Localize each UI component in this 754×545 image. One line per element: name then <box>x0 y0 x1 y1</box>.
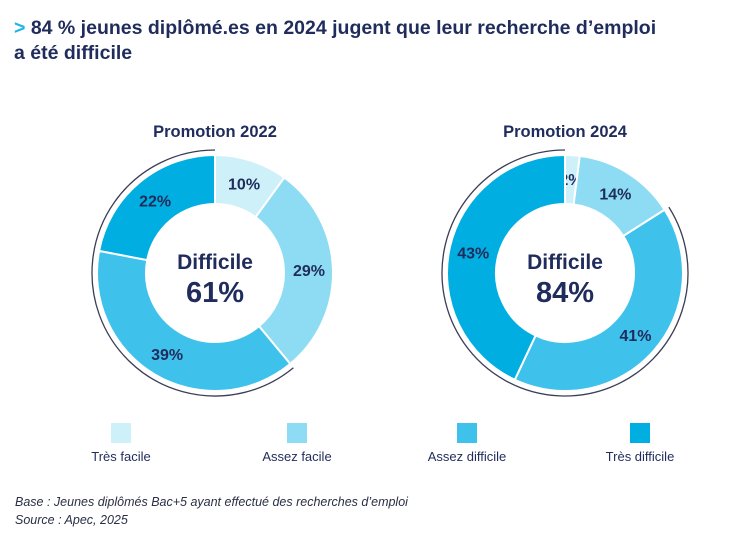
legend-label: Très difficile <box>606 449 675 464</box>
slice-value-label: 41% <box>619 328 651 345</box>
legend-item-assez-facile: Assez facile <box>262 423 332 464</box>
legend-item-tres-difficile: Très difficile <box>606 423 675 464</box>
legend-swatch <box>287 423 307 443</box>
donut-charts: Promotion 202210%29%39%22%Difficile61%Pr… <box>91 123 689 464</box>
center-value: 61% <box>186 277 244 309</box>
donut-slice-assez-facile <box>254 176 334 366</box>
slice-value-label: 39% <box>151 347 183 364</box>
donut-slice-assez-difficile <box>96 249 292 392</box>
donut-title: Promotion 2024 <box>503 123 628 141</box>
legend-item-assez-difficile: Assez difficile <box>428 423 507 464</box>
slice-value-label: 10% <box>228 177 260 194</box>
legend-label: Très facile <box>91 449 150 464</box>
donut-slice-assez-difficile <box>513 208 684 392</box>
title-marker: > <box>14 17 26 39</box>
slice-value-label: 22% <box>139 194 171 211</box>
footnote-base: Base : Jeunes diplômés Bac+5 ayant effec… <box>15 495 408 509</box>
legend-label: Assez difficile <box>428 449 507 464</box>
donut-title: Promotion 2022 <box>153 123 277 141</box>
difficult-bracket-arc <box>441 149 689 397</box>
legend-swatch <box>457 423 477 443</box>
center-label: Difficile <box>527 251 603 274</box>
slice-value-label: 43% <box>457 245 489 262</box>
slice-value-label: 29% <box>293 263 325 280</box>
center-label: Difficile <box>177 251 253 274</box>
legend-label: Assez facile <box>262 449 331 464</box>
donut-chart-1: Promotion 2022 10% 29% 39% 22% Difficile 61% <box>91 123 334 397</box>
legend-swatch <box>111 423 131 443</box>
legend-swatch <box>630 423 650 443</box>
legend-item-tres-facile: Très facile <box>91 423 151 464</box>
donut-slice-tres-difficile <box>446 153 566 382</box>
slice-value-label: 14% <box>599 187 631 204</box>
difficult-bracket-arc <box>91 149 294 397</box>
footnote-source: Source : Apec, 2025 <box>15 513 128 527</box>
title-line-1: 84 % jeunes diplômé.es en 2024 jugent qu… <box>30 17 657 39</box>
center-value: 84% <box>536 277 594 309</box>
title-line-2: a été difficile <box>14 42 133 64</box>
donut-slice-tres-difficile <box>97 153 216 262</box>
chart-title: > 84 % jeunes diplômé.es en 2024 jugent … <box>14 16 749 66</box>
